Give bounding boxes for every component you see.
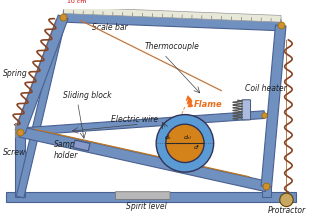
Circle shape <box>166 124 204 163</box>
Polygon shape <box>15 15 68 134</box>
Text: Spring: Spring <box>3 69 27 78</box>
Polygon shape <box>15 132 25 197</box>
Polygon shape <box>73 140 90 151</box>
Text: Spirit level: Spirit level <box>125 202 166 211</box>
Polygon shape <box>63 7 281 22</box>
Circle shape <box>280 193 293 207</box>
Text: Scale bar: Scale bar <box>92 23 128 32</box>
Polygon shape <box>63 12 281 31</box>
Text: Coil heater: Coil heater <box>245 84 287 93</box>
Text: dₒ: dₒ <box>164 135 171 139</box>
Text: dᶜ: dᶜ <box>193 145 200 150</box>
Text: 10 cm: 10 cm <box>67 0 86 4</box>
FancyBboxPatch shape <box>242 100 251 120</box>
Polygon shape <box>6 192 296 202</box>
Polygon shape <box>16 22 65 198</box>
Polygon shape <box>20 111 265 136</box>
FancyBboxPatch shape <box>115 192 170 199</box>
Text: Flame: Flame <box>193 100 222 108</box>
Text: dₒₗ: dₒₗ <box>184 135 192 139</box>
Text: Thermocouple: Thermocouple <box>145 42 200 51</box>
Polygon shape <box>186 96 193 107</box>
Text: Sample
holder: Sample holder <box>54 140 82 160</box>
Polygon shape <box>261 25 286 187</box>
Polygon shape <box>261 187 271 197</box>
Circle shape <box>156 115 214 172</box>
Text: Protractor: Protractor <box>267 206 305 215</box>
Polygon shape <box>19 127 267 192</box>
Text: Electric wire: Electric wire <box>111 115 158 124</box>
Text: Screw: Screw <box>3 148 26 157</box>
Text: Sliding block: Sliding block <box>63 91 112 100</box>
